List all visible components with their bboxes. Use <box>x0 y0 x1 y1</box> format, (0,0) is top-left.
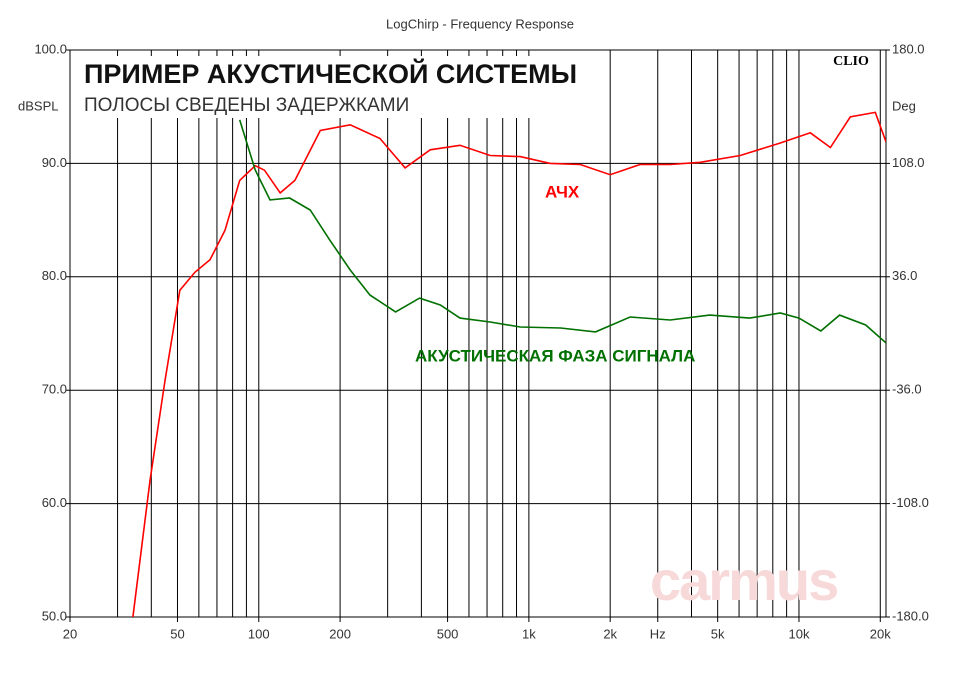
y2-tick-label: -36.0 <box>892 382 922 397</box>
series-line <box>132 111 886 617</box>
headline: ПРИМЕР АКУСТИЧЕСКОЙ СИСТЕМЫ <box>84 58 577 89</box>
y2-tick-label: 36.0 <box>892 268 917 283</box>
x-tick-label: 200 <box>329 626 351 641</box>
y2-tick-label: 180.0 <box>892 41 925 56</box>
plot: АЧХ АКУСТИЧЕСКАЯ ФАЗА СИГНАЛА <box>132 111 886 617</box>
x-tick-label: 2k <box>603 626 617 641</box>
chart-title: LogChirp - Frequency Response <box>386 16 574 31</box>
subheadline: ПОЛОСЫ СВЕДЕНЫ ЗАДЕРЖКАМИ <box>84 95 409 116</box>
x-tick-label: Hz <box>650 626 666 641</box>
plot-frame <box>69 49 887 618</box>
grid: 20 50 100 200 500 1k 2k Hz 5k 10k 20k 50.0 60.0 70.0 8… <box>34 41 928 641</box>
x-tick-label: 10k <box>788 626 809 641</box>
x-tick-label: 20 <box>63 626 77 641</box>
x-tick-label: 100 <box>248 626 270 641</box>
brand-backdrop <box>828 54 874 70</box>
y-tick-label: 70.0 <box>42 382 67 397</box>
y2-tick-label: 108.0 <box>892 155 925 170</box>
y2-tick-label: -180.0 <box>892 608 929 623</box>
y-tick-label: 80.0 <box>42 268 67 283</box>
y2-tick-label: -108.0 <box>892 495 929 510</box>
y-tick-label: 90.0 <box>42 155 67 170</box>
watermark: carmus <box>650 549 837 612</box>
y2-axis-label: Deg <box>892 98 916 113</box>
x-tick-label: 20k <box>870 626 891 641</box>
y-tick-label: 50.0 <box>42 608 67 623</box>
headline-backdrop <box>78 56 606 118</box>
brand: CLIO <box>833 54 869 69</box>
x-tick-label: 50 <box>170 626 184 641</box>
series-line <box>238 119 886 344</box>
series-label: АЧХ <box>545 182 580 201</box>
x-tick-label: 1k <box>522 626 536 641</box>
x-tick-label: 5k <box>711 626 725 641</box>
series-label: АКУСТИЧЕСКАЯ ФАЗА СИГНАЛА <box>415 346 695 365</box>
y-axis-label: dBSPL <box>18 98 58 113</box>
y-tick-label: 60.0 <box>42 495 67 510</box>
x-tick-label: 500 <box>437 626 459 641</box>
y-tick-label: 100.0 <box>34 41 67 56</box>
